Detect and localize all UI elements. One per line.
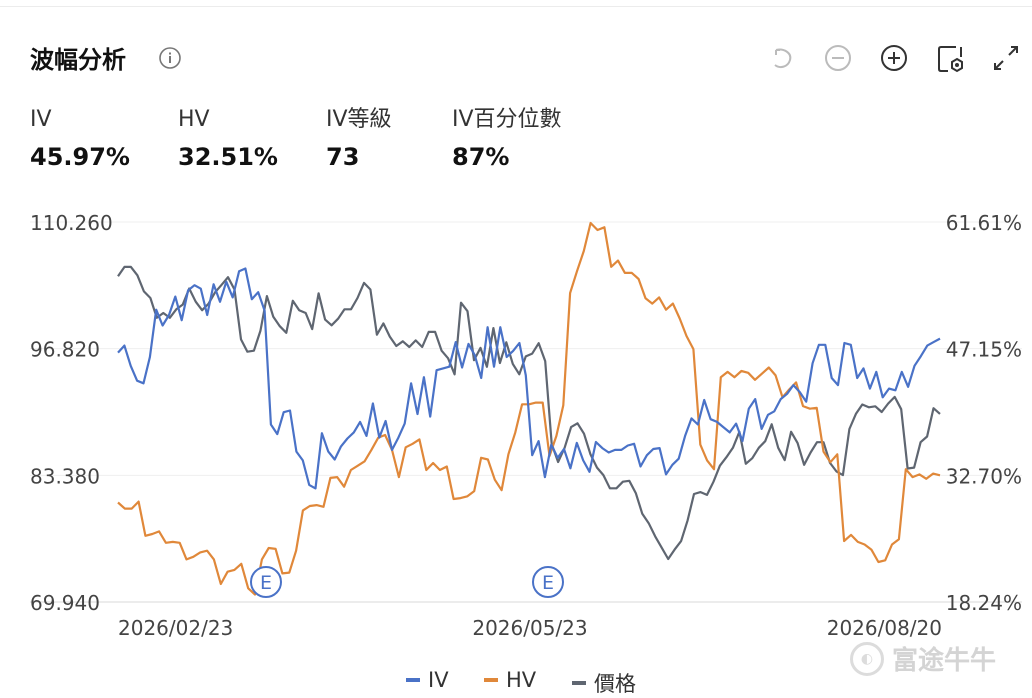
legend-item-iv[interactable]: IV: [406, 668, 449, 692]
x-tick-label: 2026/05/23: [472, 616, 587, 640]
y-right-tick-label: 18.24%: [946, 591, 1022, 615]
stat-iv: IV 45.97%: [30, 106, 130, 172]
legend-swatch-hv: [484, 678, 498, 682]
y-right-tick-label: 47.15%: [946, 338, 1022, 362]
legend-item-price[interactable]: 價格: [572, 668, 636, 698]
earnings-marker[interactable]: [250, 566, 282, 598]
top-divider: [0, 6, 1032, 7]
page-title: 波幅分析: [30, 46, 126, 74]
legend-item-hv[interactable]: HV: [484, 668, 536, 692]
series-line-iv[interactable]: [117, 267, 941, 490]
y-left-tick-label: 110.260: [30, 211, 113, 235]
legend-label-price: 價格: [594, 672, 636, 696]
stat-hv-value: 32.51%: [178, 143, 278, 171]
watermark-text: 富途牛牛: [892, 646, 997, 676]
series-line-price[interactable]: [117, 265, 941, 561]
stat-hv-label: HV: [178, 107, 210, 132]
y-left-tick-label: 83.380: [30, 464, 100, 488]
legend-label-hv: HV: [506, 668, 537, 692]
legend-swatch-price: [572, 681, 586, 685]
bull-logo-icon: ◐: [850, 641, 884, 676]
stat-hv: HV 32.51%: [178, 106, 278, 172]
chart-legend: IV HV 價格: [0, 668, 1032, 696]
stat-iv-label: IV: [30, 107, 52, 132]
stat-iv-rank: IV等級 73: [326, 106, 392, 172]
y-right-tick-label: 32.70%: [946, 464, 1022, 488]
earnings-marker-label: E: [542, 572, 554, 594]
zoom-out-icon[interactable]: [822, 42, 854, 74]
stat-iv-rank-label: IV等級: [326, 107, 392, 132]
legend-label-iv: IV: [428, 668, 449, 692]
settings-icon[interactable]: [934, 42, 968, 76]
stat-iv-rank-value: 73: [326, 143, 360, 171]
info-icon[interactable]: [158, 46, 182, 70]
zoom-in-icon[interactable]: [878, 42, 910, 74]
watermark-logo: ◐ 富途牛牛: [850, 640, 996, 677]
stat-iv-value: 45.97%: [30, 143, 130, 171]
fullscreen-icon[interactable]: [990, 42, 1022, 74]
stat-iv-percentile: IV百分位數 87%: [452, 106, 562, 172]
legend-swatch-iv: [406, 678, 420, 682]
y-right-tick-label: 61.61%: [946, 211, 1022, 235]
x-tick-label: 2026/02/23: [118, 616, 233, 640]
volatility-chart[interactable]: 110.260 61.61% 96.820 47.15% 83.380 32.70% 69.…: [0, 200, 1032, 640]
earnings-marker-label: E: [260, 572, 272, 594]
stat-iv-percentile-label: IV百分位數: [452, 107, 562, 132]
y-left-tick-label: 69.940: [30, 591, 100, 615]
stat-iv-percentile-value: 87%: [452, 143, 510, 171]
y-left-tick-label: 96.820: [30, 338, 100, 362]
undo-icon[interactable]: [766, 42, 798, 74]
x-tick-label: 2026/08/20: [827, 616, 942, 640]
earnings-marker[interactable]: [532, 566, 564, 598]
